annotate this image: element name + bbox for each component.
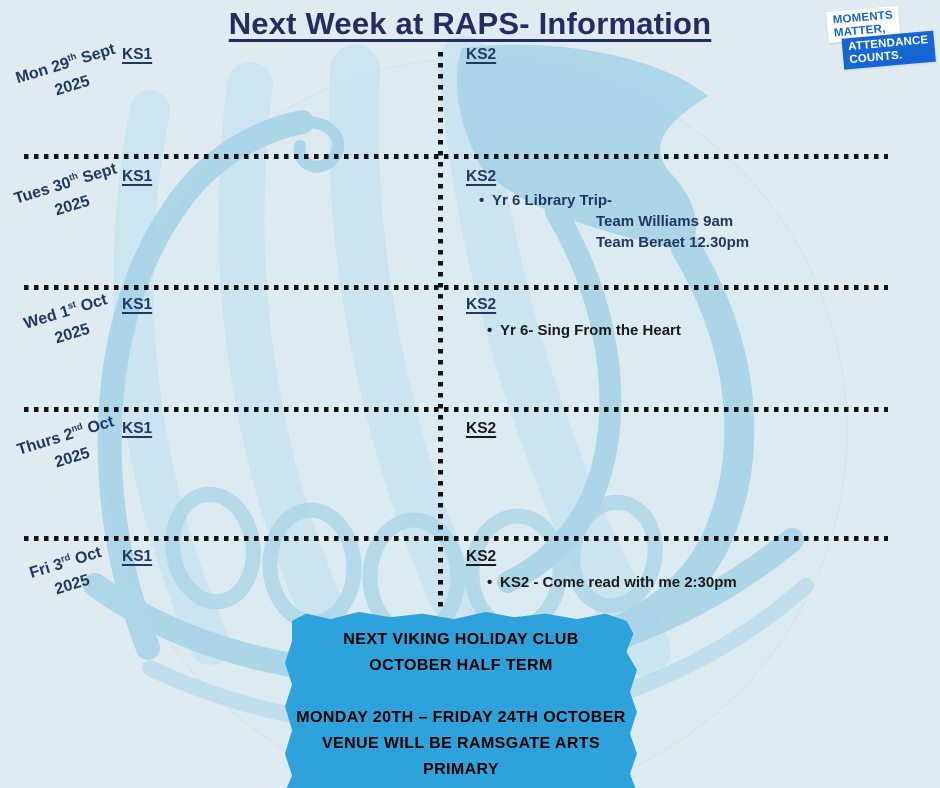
ks2-column-tuesday: KS2 Yr 6 Library Trip- Team Williams 9am… [466,168,846,253]
ks1-header-wednesday: KS1 [122,296,153,313]
ks2-column-wednesday: KS2 Yr 6- Sing From the Heart [466,296,846,341]
ks2-header-tuesday: KS2 [466,168,497,185]
ks2-event: KS2 - Come read with me 2:30pm [466,572,846,593]
ks1-header-tuesday: KS1 [122,168,153,185]
date-tues-30-sept: Tues 30th Sept 2025 [12,160,119,220]
date-thurs-2-oct: Thurs 2nd Oct 2025 [15,413,117,472]
ks2-event: Yr 6- Sing From the Heart [466,320,846,341]
row-divider-dotted-line [24,536,888,541]
ks1-header-friday: KS1 [122,548,153,565]
ks1-header-thursday: KS1 [122,420,153,437]
ks2-header-friday: KS2 [466,548,497,565]
holiday-club-line: SCHOOL [285,783,637,788]
ks2-column-monday: KS2 [466,46,846,64]
ks2-event: Yr 6 Library Trip- [466,190,846,211]
ks2-header-wednesday: KS2 [466,296,497,313]
row-divider-dotted-line [24,285,888,290]
ks2-event-detail: Team Beraet 12.30pm [596,234,750,251]
date-fri-3-oct: Fri 3rd Oct 2025 [27,544,104,599]
ks2-header-thursday: KS2 [466,420,497,437]
date-mon-29-sept: Mon 29th Sept 2025 [13,40,118,100]
date-wed-1-oct: Wed 1st Oct 2025 [21,291,110,348]
ks2-column-friday: KS2 KS2 - Come read with me 2:30pm [466,548,846,593]
ks1-header-monday: KS1 [122,46,153,63]
holiday-club-line: VENUE WILL BE RAMSGATE ARTS PRIMARY [321,735,601,778]
page-title: Next Week at RAPS- Information [228,6,712,41]
ks2-header-monday: KS2 [466,46,497,63]
row-divider-dotted-line [24,154,888,159]
column-divider-dotted-line [438,52,443,612]
ks2-event-detail: Team Williams 9am [596,213,734,230]
ks2-column-thursday: KS2 [466,420,846,438]
row-divider-dotted-line [24,407,888,412]
holiday-club-line: NEXT VIKING HOLIDAY CLUB [343,631,579,648]
holiday-club-line: MONDAY 20TH – FRIDAY 24TH OCTOBER [296,709,626,726]
holiday-club-callout: NEXT VIKING HOLIDAY CLUB OCTOBER HALF TE… [285,611,637,788]
holiday-club-line: OCTOBER HALF TERM [369,657,553,674]
